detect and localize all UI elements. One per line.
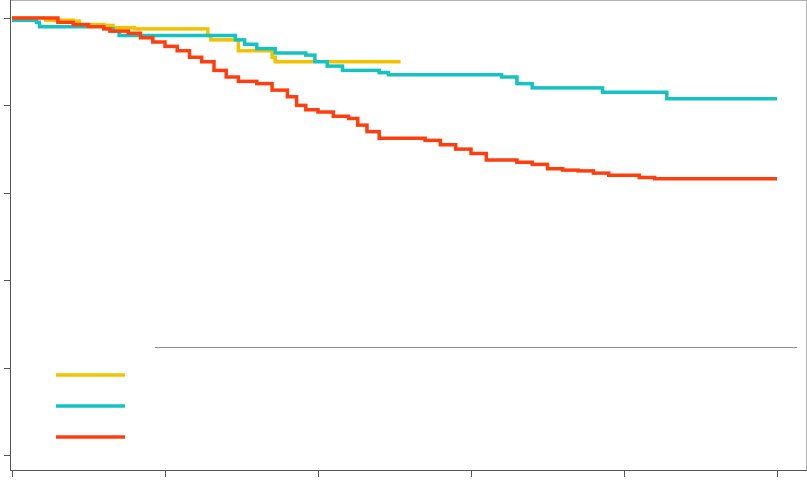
series-line-3 <box>12 16 777 181</box>
axes <box>4 18 797 477</box>
series-layer <box>12 16 777 181</box>
series-line-1 <box>12 16 401 64</box>
legend <box>56 373 125 439</box>
plot-frame <box>10 0 807 471</box>
